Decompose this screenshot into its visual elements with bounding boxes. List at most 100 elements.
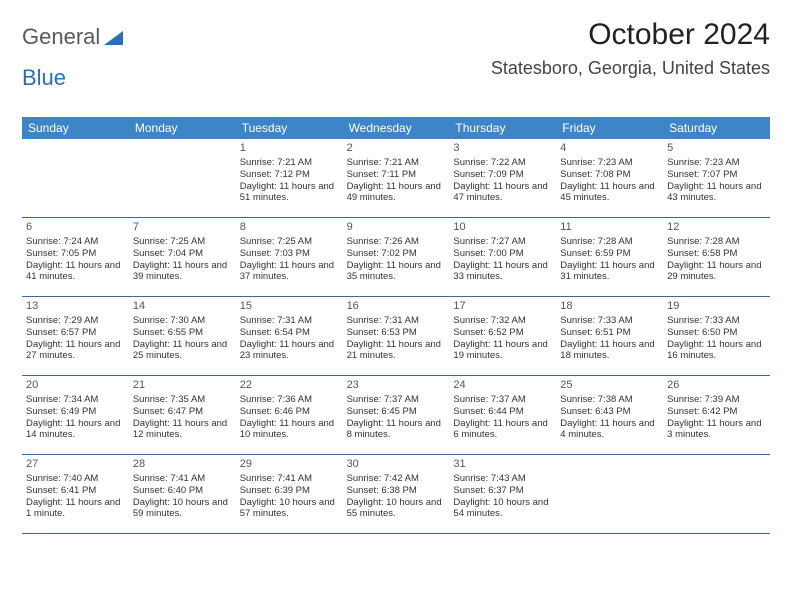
day-cell: 4Sunrise: 7:23 AMSunset: 7:08 PMDaylight… (556, 139, 663, 217)
day-cell: 14Sunrise: 7:30 AMSunset: 6:55 PMDayligh… (129, 297, 236, 375)
day-number: 12 (667, 221, 766, 235)
day-cell: 18Sunrise: 7:33 AMSunset: 6:51 PMDayligh… (556, 297, 663, 375)
day-cell (663, 455, 770, 533)
logo: General (22, 18, 125, 50)
day-number: 16 (347, 300, 446, 314)
day-cell: 7Sunrise: 7:25 AMSunset: 7:04 PMDaylight… (129, 218, 236, 296)
daylight-line: Daylight: 10 hours and 57 minutes. (240, 497, 339, 521)
day-cell: 20Sunrise: 7:34 AMSunset: 6:49 PMDayligh… (22, 376, 129, 454)
day-number: 25 (560, 379, 659, 393)
daylight-line: Daylight: 11 hours and 51 minutes. (240, 181, 339, 205)
daylight-line: Daylight: 11 hours and 41 minutes. (26, 260, 125, 284)
day-cell: 31Sunrise: 7:43 AMSunset: 6:37 PMDayligh… (449, 455, 556, 533)
sunrise-line: Sunrise: 7:25 AM (133, 236, 232, 248)
day-cell (129, 139, 236, 217)
sunset-line: Sunset: 6:40 PM (133, 485, 232, 497)
daylight-line: Daylight: 10 hours and 54 minutes. (453, 497, 552, 521)
sunset-line: Sunset: 6:53 PM (347, 327, 446, 339)
day-cell: 25Sunrise: 7:38 AMSunset: 6:43 PMDayligh… (556, 376, 663, 454)
sunset-line: Sunset: 7:03 PM (240, 248, 339, 260)
daylight-line: Daylight: 11 hours and 6 minutes. (453, 418, 552, 442)
day-cell: 6Sunrise: 7:24 AMSunset: 7:05 PMDaylight… (22, 218, 129, 296)
day-cell: 26Sunrise: 7:39 AMSunset: 6:42 PMDayligh… (663, 376, 770, 454)
sunset-line: Sunset: 6:49 PM (26, 406, 125, 418)
day-header-row: SundayMondayTuesdayWednesdayThursdayFrid… (22, 117, 770, 139)
daylight-line: Daylight: 10 hours and 59 minutes. (133, 497, 232, 521)
sunset-line: Sunset: 7:04 PM (133, 248, 232, 260)
day-cell: 22Sunrise: 7:36 AMSunset: 6:46 PMDayligh… (236, 376, 343, 454)
day-cell: 11Sunrise: 7:28 AMSunset: 6:59 PMDayligh… (556, 218, 663, 296)
day-header: Saturday (663, 117, 770, 139)
day-cell: 13Sunrise: 7:29 AMSunset: 6:57 PMDayligh… (22, 297, 129, 375)
sunset-line: Sunset: 6:43 PM (560, 406, 659, 418)
day-number: 7 (133, 221, 232, 235)
day-number: 1 (240, 142, 339, 156)
day-number: 3 (453, 142, 552, 156)
sunset-line: Sunset: 7:00 PM (453, 248, 552, 260)
day-cell: 30Sunrise: 7:42 AMSunset: 6:38 PMDayligh… (343, 455, 450, 533)
sunrise-line: Sunrise: 7:21 AM (347, 157, 446, 169)
day-number: 22 (240, 379, 339, 393)
day-number: 9 (347, 221, 446, 235)
sunrise-line: Sunrise: 7:21 AM (240, 157, 339, 169)
day-header: Thursday (449, 117, 556, 139)
daylight-line: Daylight: 11 hours and 14 minutes. (26, 418, 125, 442)
daylight-line: Daylight: 11 hours and 39 minutes. (133, 260, 232, 284)
sunrise-line: Sunrise: 7:23 AM (560, 157, 659, 169)
sunrise-line: Sunrise: 7:40 AM (26, 473, 125, 485)
sunset-line: Sunset: 7:12 PM (240, 169, 339, 181)
week-row: 20Sunrise: 7:34 AMSunset: 6:49 PMDayligh… (22, 376, 770, 455)
day-number: 2 (347, 142, 446, 156)
day-header: Friday (556, 117, 663, 139)
sunset-line: Sunset: 7:11 PM (347, 169, 446, 181)
sunset-line: Sunset: 7:05 PM (26, 248, 125, 260)
day-cell: 23Sunrise: 7:37 AMSunset: 6:45 PMDayligh… (343, 376, 450, 454)
day-number: 17 (453, 300, 552, 314)
sunrise-line: Sunrise: 7:37 AM (347, 394, 446, 406)
daylight-line: Daylight: 11 hours and 3 minutes. (667, 418, 766, 442)
sunset-line: Sunset: 6:41 PM (26, 485, 125, 497)
sunset-line: Sunset: 6:39 PM (240, 485, 339, 497)
day-cell: 16Sunrise: 7:31 AMSunset: 6:53 PMDayligh… (343, 297, 450, 375)
day-cell: 12Sunrise: 7:28 AMSunset: 6:58 PMDayligh… (663, 218, 770, 296)
sunrise-line: Sunrise: 7:28 AM (667, 236, 766, 248)
day-number: 30 (347, 458, 446, 472)
sunset-line: Sunset: 7:07 PM (667, 169, 766, 181)
sunrise-line: Sunrise: 7:34 AM (26, 394, 125, 406)
daylight-line: Daylight: 11 hours and 1 minute. (26, 497, 125, 521)
logo-text-2: Blue (22, 65, 770, 91)
day-number: 28 (133, 458, 232, 472)
day-number: 26 (667, 379, 766, 393)
sunrise-line: Sunrise: 7:41 AM (240, 473, 339, 485)
daylight-line: Daylight: 11 hours and 12 minutes. (133, 418, 232, 442)
daylight-line: Daylight: 11 hours and 25 minutes. (133, 339, 232, 363)
sunrise-line: Sunrise: 7:38 AM (560, 394, 659, 406)
day-number: 14 (133, 300, 232, 314)
daylight-line: Daylight: 11 hours and 21 minutes. (347, 339, 446, 363)
day-cell: 15Sunrise: 7:31 AMSunset: 6:54 PMDayligh… (236, 297, 343, 375)
day-number: 18 (560, 300, 659, 314)
day-cell: 27Sunrise: 7:40 AMSunset: 6:41 PMDayligh… (22, 455, 129, 533)
sunset-line: Sunset: 6:58 PM (667, 248, 766, 260)
daylight-line: Daylight: 11 hours and 43 minutes. (667, 181, 766, 205)
day-header: Tuesday (236, 117, 343, 139)
sunrise-line: Sunrise: 7:29 AM (26, 315, 125, 327)
daylight-line: Daylight: 11 hours and 29 minutes. (667, 260, 766, 284)
daylight-line: Daylight: 10 hours and 55 minutes. (347, 497, 446, 521)
daylight-line: Daylight: 11 hours and 23 minutes. (240, 339, 339, 363)
day-number: 11 (560, 221, 659, 235)
sunset-line: Sunset: 6:44 PM (453, 406, 552, 418)
daylight-line: Daylight: 11 hours and 16 minutes. (667, 339, 766, 363)
day-header: Sunday (22, 117, 129, 139)
day-header: Wednesday (343, 117, 450, 139)
day-cell: 1Sunrise: 7:21 AMSunset: 7:12 PMDaylight… (236, 139, 343, 217)
day-cell: 3Sunrise: 7:22 AMSunset: 7:09 PMDaylight… (449, 139, 556, 217)
week-row: 6Sunrise: 7:24 AMSunset: 7:05 PMDaylight… (22, 218, 770, 297)
sunrise-line: Sunrise: 7:28 AM (560, 236, 659, 248)
day-cell: 8Sunrise: 7:25 AMSunset: 7:03 PMDaylight… (236, 218, 343, 296)
day-cell: 17Sunrise: 7:32 AMSunset: 6:52 PMDayligh… (449, 297, 556, 375)
day-cell: 9Sunrise: 7:26 AMSunset: 7:02 PMDaylight… (343, 218, 450, 296)
week-row: 13Sunrise: 7:29 AMSunset: 6:57 PMDayligh… (22, 297, 770, 376)
daylight-line: Daylight: 11 hours and 27 minutes. (26, 339, 125, 363)
month-title: October 2024 (491, 18, 770, 52)
